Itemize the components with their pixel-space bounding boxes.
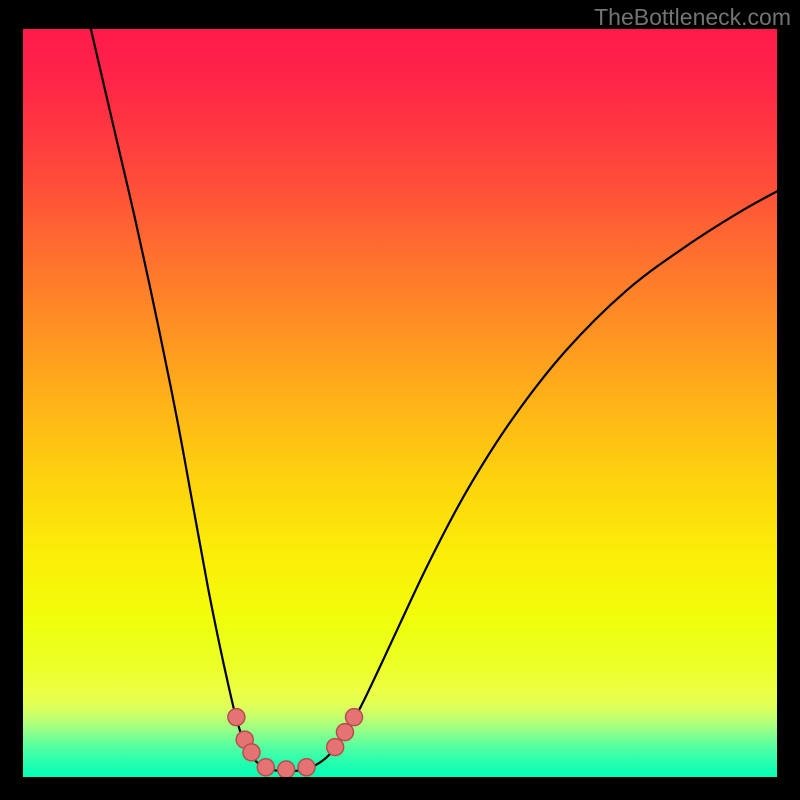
chart-stage: TheBottleneck.com: [0, 0, 800, 800]
gradient-background-panel: [23, 29, 777, 777]
watermark-text: TheBottleneck.com: [594, 4, 791, 31]
